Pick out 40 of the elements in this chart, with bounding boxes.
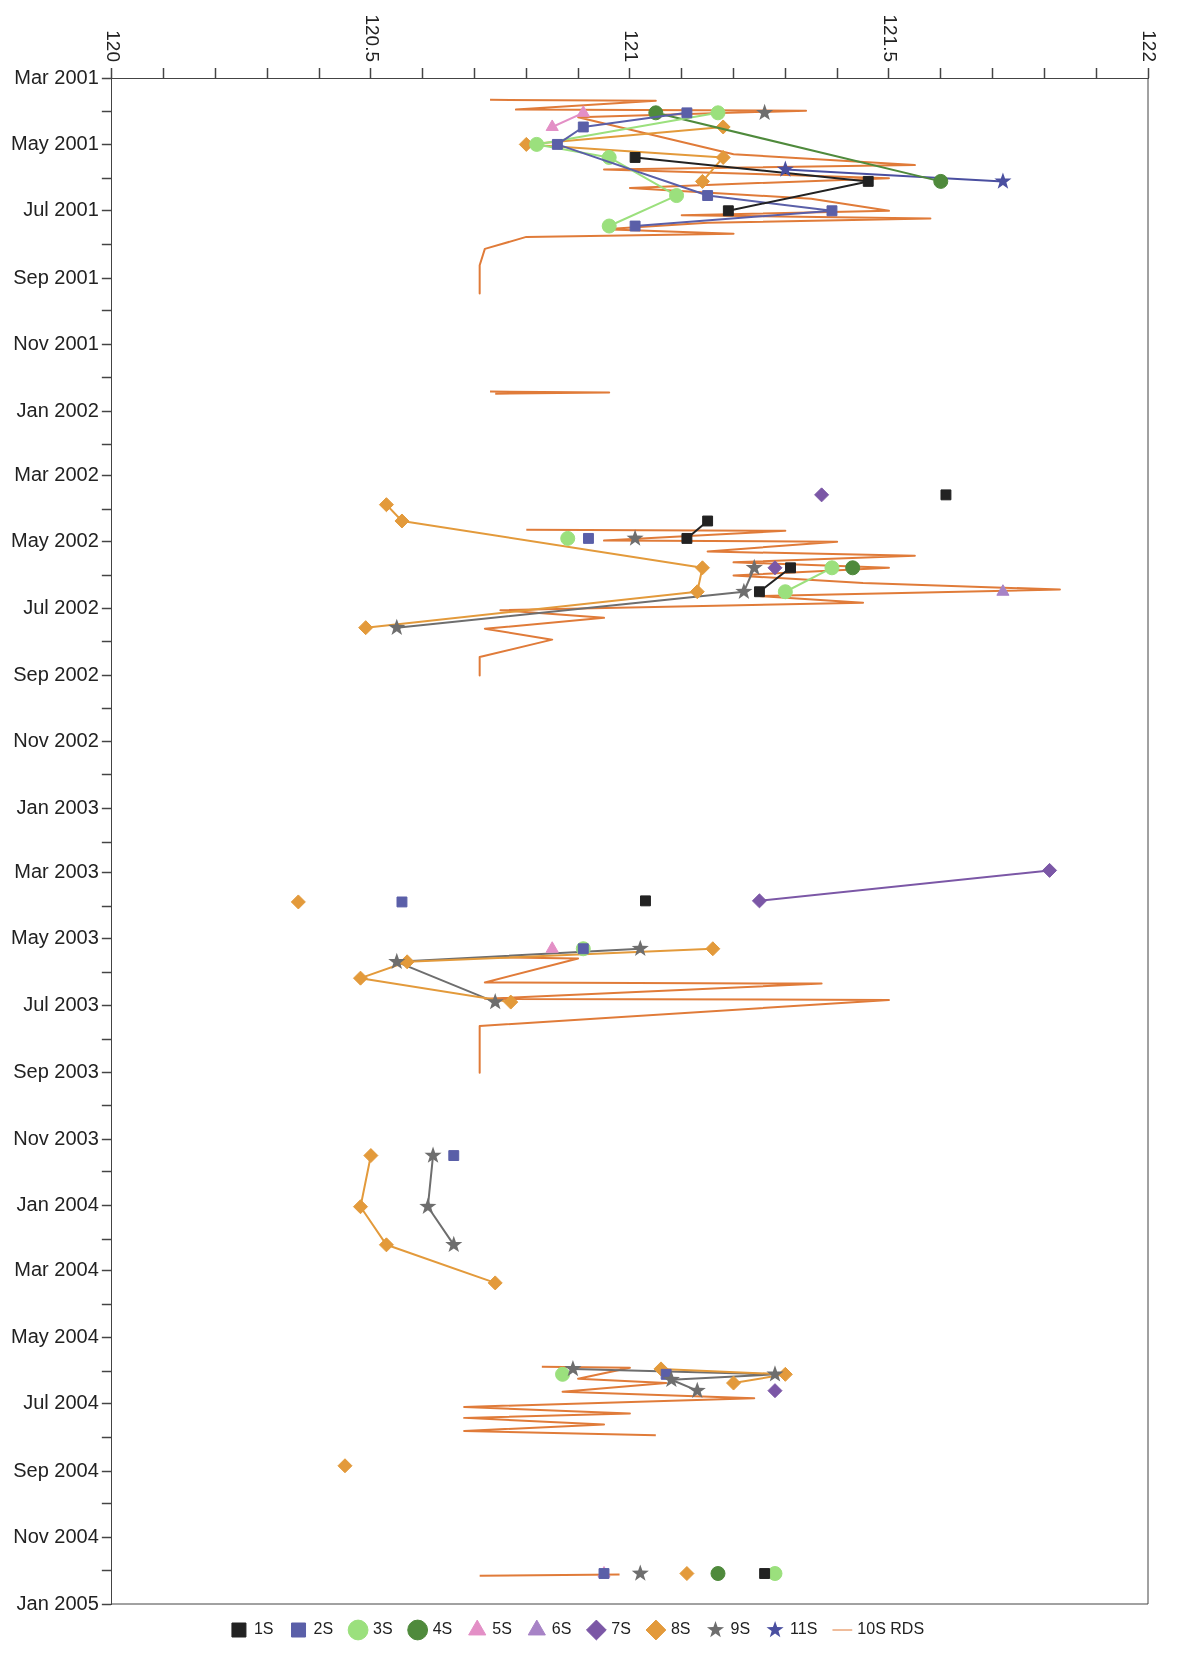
y-tick-label: Sep 2004 <box>13 1458 99 1481</box>
legend-label: 3S <box>373 1620 393 1638</box>
legend-label: 10S RDS <box>857 1620 925 1638</box>
x-tick-label: 120 <box>102 30 124 62</box>
y-tick-label: Jan 2004 <box>16 1193 99 1216</box>
y-tick-label: Jul 2004 <box>23 1391 99 1414</box>
y-tick-label: May 2002 <box>10 529 99 552</box>
legend-label: 6S <box>551 1620 572 1638</box>
y-tick-label: Mar 2001 <box>14 65 99 88</box>
y-tick-label: Jan 2002 <box>16 398 99 421</box>
y-tick-label: Nov 2003 <box>13 1126 99 1149</box>
x-tick-label: 121 <box>620 30 642 62</box>
y-tick-label: May 2001 <box>10 131 99 154</box>
legend-label: 7S <box>611 1620 631 1638</box>
legend-label: 8S <box>670 1620 691 1638</box>
y-tick-label: Sep 2001 <box>13 265 99 288</box>
y-tick-label: Sep 2003 <box>13 1060 99 1083</box>
x-tick-label: 122 <box>1138 30 1160 62</box>
legend-label: 4S <box>432 1620 453 1638</box>
y-tick-label: Mar 2004 <box>14 1258 99 1281</box>
y-tick-label: Mar 2002 <box>14 462 99 485</box>
legend-label: 9S <box>730 1620 751 1638</box>
legend-label: 2S <box>313 1620 334 1638</box>
legend-label: 1S <box>253 1620 274 1638</box>
y-tick-label: Nov 2004 <box>13 1525 99 1548</box>
y-tick-label: Mar 2003 <box>14 860 99 883</box>
x-tick-label: 120.5 <box>361 14 383 62</box>
legend-label: 5S <box>492 1620 512 1638</box>
y-tick-label: Nov 2001 <box>13 332 99 355</box>
y-tick-label: Jul 2001 <box>23 198 99 221</box>
y-tick-label: Jul 2003 <box>23 992 99 1015</box>
y-tick-label: Sep 2002 <box>13 663 99 686</box>
y-tick-label: Jul 2002 <box>23 595 99 618</box>
y-tick-label: Nov 2002 <box>13 729 99 752</box>
legend-label: 11S <box>790 1620 818 1638</box>
y-tick-label: Jan 2005 <box>16 1591 99 1614</box>
y-tick-label: Jan 2003 <box>16 795 99 818</box>
x-tick-label: 121.5 <box>879 14 901 62</box>
y-tick-label: May 2003 <box>10 926 99 949</box>
y-tick-label: May 2004 <box>10 1324 99 1347</box>
